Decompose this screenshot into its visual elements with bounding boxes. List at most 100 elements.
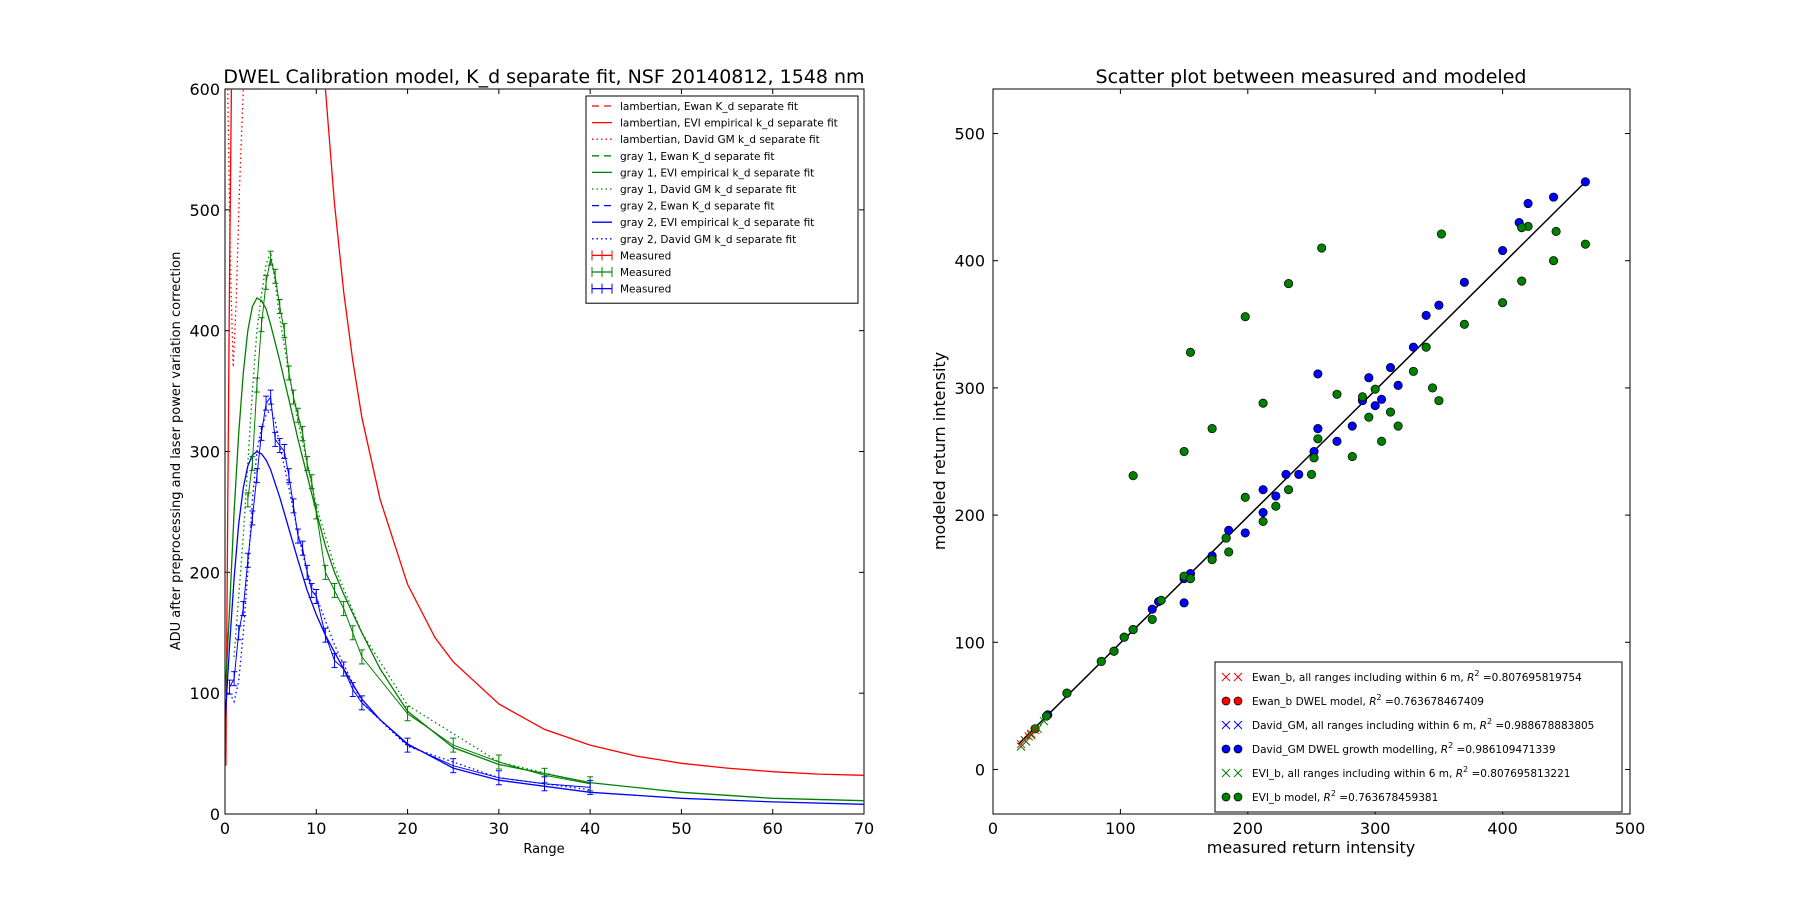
y-tick-label: 300 xyxy=(189,443,220,462)
legend-label: Ewan_b DWEL model, R2 =0.763678467409 xyxy=(1252,693,1484,708)
scatter-point xyxy=(1207,555,1217,565)
scatter-point xyxy=(1240,528,1250,538)
legend-marker xyxy=(1233,768,1243,778)
scatter-point xyxy=(1258,485,1268,495)
series-line xyxy=(225,89,233,766)
x-tick-label: 30 xyxy=(489,819,509,838)
scatter-point xyxy=(1179,446,1189,457)
scatter-point xyxy=(1421,310,1431,320)
x-tick-label: 20 xyxy=(397,819,417,838)
legend-marker xyxy=(1221,696,1231,706)
legend-label: gray 1, EVI empirical k_d separate fit xyxy=(620,167,814,179)
series-line xyxy=(225,450,864,805)
scatter-point xyxy=(1408,342,1418,352)
legend-marker xyxy=(1221,792,1231,802)
right-x-axis-label: measured return intensity xyxy=(1207,838,1415,857)
scatter-point xyxy=(1459,319,1469,329)
scatter-point xyxy=(1377,394,1387,404)
left-legend: lambertian, Ewan K_d separate fit lambert… xyxy=(585,95,859,304)
series-line xyxy=(324,89,864,776)
scatter-point xyxy=(1284,485,1294,495)
scatter-point xyxy=(1549,192,1559,202)
legend-label: Ewan_b, all ranges including within 6 m,… xyxy=(1252,669,1582,684)
right-legend: Ewan_b, all ranges including within 6 m,… xyxy=(1214,661,1623,813)
scatter-point xyxy=(1427,383,1438,393)
legend-label: lambertian, Ewan K_d separate fit xyxy=(620,101,798,113)
scatter-point xyxy=(1271,501,1281,511)
legend-marker xyxy=(1233,792,1243,802)
legend-marker xyxy=(1233,696,1243,706)
legend-box xyxy=(585,95,859,304)
scatter-point xyxy=(1370,384,1380,394)
scatter-point xyxy=(1128,625,1138,635)
scatter-point xyxy=(1436,229,1446,239)
legend-label: gray 2, EVI empirical k_d separate fit xyxy=(620,217,814,229)
legend-label: gray 1, David GM k_d separate fit xyxy=(620,184,796,196)
scatter-point xyxy=(1517,223,1527,233)
y-tick-label: 200 xyxy=(954,506,985,525)
scatter-point xyxy=(1306,469,1317,479)
scatter-point xyxy=(1385,363,1396,373)
legend-label: EVI_b model, R2 =0.763678459381 xyxy=(1252,789,1438,804)
scatter-point xyxy=(1434,300,1444,310)
x-tick-label: 100 xyxy=(1105,819,1136,838)
series-line xyxy=(225,297,864,802)
legend-label: David_GM, all ranges including within 6 … xyxy=(1252,717,1594,732)
scatter-point xyxy=(1523,198,1533,209)
scatter-point xyxy=(1580,177,1590,187)
y-tick-label: 200 xyxy=(189,563,220,582)
scatter-point xyxy=(1294,469,1304,479)
x-tick-label: 0 xyxy=(988,819,998,838)
legend-marker xyxy=(1221,720,1231,730)
scatter-point xyxy=(1119,632,1129,642)
y-tick-label: 0 xyxy=(975,760,985,779)
scatter-point xyxy=(1147,604,1157,614)
scatter-point xyxy=(1377,436,1387,446)
y-tick-label: 100 xyxy=(954,633,985,652)
legend-marker xyxy=(1221,672,1231,682)
scatter-point xyxy=(1258,398,1268,408)
scatter-point xyxy=(1284,279,1294,289)
scatter-point xyxy=(1364,373,1374,383)
scatter-point xyxy=(1258,516,1268,527)
scatter-point xyxy=(1281,469,1291,479)
left-chart-title: DWEL Calibration model, K_d separate fit… xyxy=(223,66,864,88)
scatter-point xyxy=(1313,434,1323,444)
y-tick-label: 600 xyxy=(189,80,220,99)
scatter-point xyxy=(1434,396,1444,406)
scatter-x-point xyxy=(1033,724,1042,734)
y-tick-label: 400 xyxy=(189,322,220,341)
legend-marker xyxy=(1233,720,1243,730)
x-tick-label: 0 xyxy=(220,819,230,838)
legend-marker xyxy=(1221,744,1231,754)
scatter-point xyxy=(1240,492,1250,502)
scatter-point xyxy=(1224,547,1234,557)
x-tick-label: 50 xyxy=(671,819,691,838)
scatter-point xyxy=(1309,453,1319,463)
scatter-point xyxy=(1364,412,1374,422)
scatter-point xyxy=(1313,369,1323,379)
y-tick-label: 300 xyxy=(954,379,985,398)
right-axis-ticks: 0 100 200 300 400 500 0 100 200 300 400 500 xyxy=(954,89,1645,838)
legend-label: gray 2, Ewan K_d separate fit xyxy=(620,201,775,213)
legend-marker xyxy=(1233,744,1243,754)
left-axis-ticks: 0 10 20 30 40 50 60 70 0 100 200 300 400 500 600 xyxy=(189,80,874,838)
scatter-point xyxy=(1385,407,1396,417)
scatter-point xyxy=(1147,614,1157,624)
scatter-point xyxy=(1332,436,1342,446)
measured-line xyxy=(247,258,591,785)
legend-label: Measured xyxy=(620,284,671,296)
scatter-point xyxy=(1109,646,1119,656)
scatter-point xyxy=(1221,533,1231,543)
scatter-point xyxy=(1370,401,1380,411)
y-tick-label: 0 xyxy=(210,805,220,824)
x-tick-label: 40 xyxy=(580,819,600,838)
x-tick-label: 60 xyxy=(763,819,783,838)
left-x-axis-label: Range xyxy=(523,842,564,857)
x-tick-label: 10 xyxy=(306,819,326,838)
right-chart-title: Scatter plot between measured and modele… xyxy=(1096,66,1527,88)
scatter-point xyxy=(1224,525,1234,535)
measured-vs-modeled-scatter: Scatter plot between measured and modele… xyxy=(930,66,1645,857)
scatter-point xyxy=(1317,243,1327,253)
